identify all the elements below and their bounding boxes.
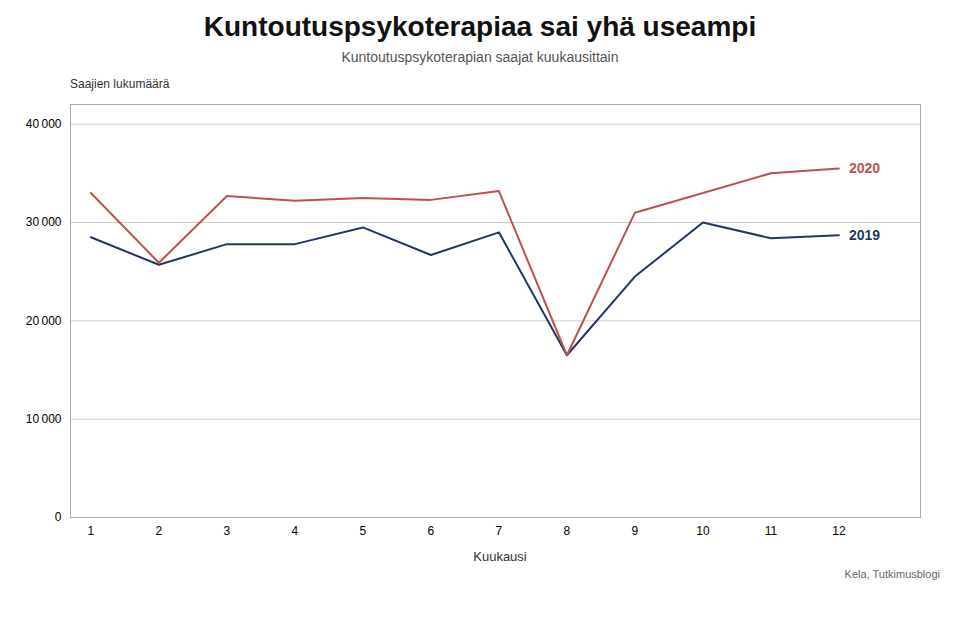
svg-text:30 000: 30 000 (26, 215, 62, 229)
svg-text:9: 9 (632, 524, 639, 538)
svg-text:2: 2 (156, 524, 163, 538)
svg-text:8: 8 (564, 524, 571, 538)
html-text:Kuntoutuspsykoterapiaa sai yhä: Kuntoutuspsykoterapiaa sai yhä useampi (203, 11, 757, 42)
svg-text:10: 10 (696, 524, 710, 538)
svg-text:3: 3 (224, 524, 231, 538)
svg-text:12: 12 (832, 524, 846, 538)
svg-text:0: 0 (55, 510, 62, 524)
svg-text:20 000: 20 000 (26, 314, 62, 328)
svg-text:11: 11 (765, 524, 778, 538)
svg-text:6: 6 (428, 524, 435, 538)
html-text:Kuukausi: Kuukausi (473, 549, 527, 564)
html-text:Kela, Tutkimusblogi: Kela, Tutkimusblogi (844, 568, 940, 580)
html-text:Saajien lukumäärä: Saajien lukumäärä (70, 77, 170, 91)
svg-text:2019: 2019 (849, 227, 880, 243)
svg-text:2020: 2020 (849, 160, 880, 176)
svg-text:10 000: 10 000 (26, 412, 62, 426)
html-text:Kuntoutuspsykoterapian saajat: Kuntoutuspsykoterapian saajat kuukausitt… (341, 49, 619, 65)
svg-text:1: 1 (88, 524, 95, 538)
svg-text:40 000: 40 000 (26, 117, 62, 131)
svg-text:5: 5 (360, 524, 367, 538)
svg-text:7: 7 (496, 524, 503, 538)
svg-text:4: 4 (292, 524, 299, 538)
